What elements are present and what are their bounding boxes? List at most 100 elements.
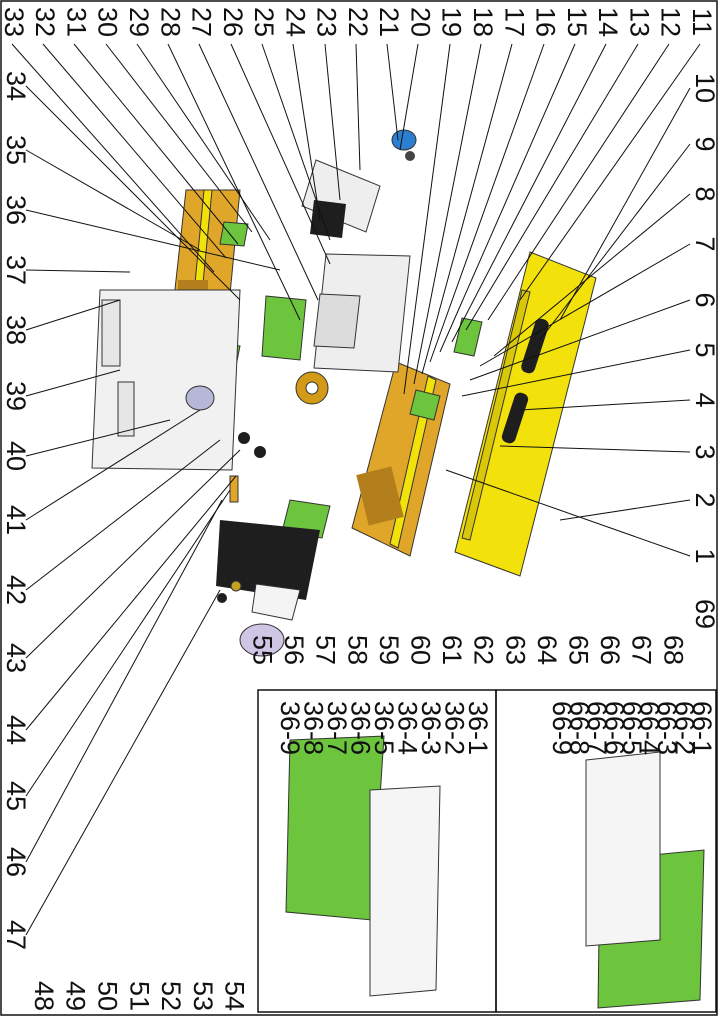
part-label-36-5: 36-5 bbox=[369, 701, 399, 755]
part-label-66-7: 66-7 bbox=[582, 701, 612, 755]
part-label-58: 58 bbox=[342, 635, 372, 665]
leader-line-38 bbox=[25, 299, 121, 331]
part-label-37: 37 bbox=[1, 255, 31, 285]
leader-line-34 bbox=[25, 85, 241, 301]
rail-part-1 bbox=[101, 299, 121, 367]
vent-grille-front bbox=[356, 466, 404, 526]
leader-line-31 bbox=[499, 445, 691, 453]
part-label-7: 7 bbox=[690, 236, 718, 251]
leader-line-17 bbox=[198, 43, 319, 301]
cable-part bbox=[229, 475, 239, 503]
blue-fitting-nut bbox=[405, 151, 415, 161]
part-label-36-7: 36-7 bbox=[322, 701, 352, 755]
leader-line-39 bbox=[25, 369, 121, 397]
inset36-board-part bbox=[285, 735, 385, 921]
right-cover-edge bbox=[461, 289, 531, 541]
leader-line-47 bbox=[25, 589, 221, 936]
part-label-66-3: 66-3 bbox=[652, 701, 682, 755]
part-label-38: 38 bbox=[1, 315, 31, 345]
leader-lines bbox=[11, 43, 701, 936]
part-label-64: 64 bbox=[532, 635, 562, 665]
part-label-36: 36 bbox=[1, 195, 31, 225]
part-label-69: 69 bbox=[690, 599, 718, 629]
part-label-21: 21 bbox=[374, 7, 404, 37]
part-label-36-6: 36-6 bbox=[345, 701, 375, 755]
heatsink-part-top bbox=[301, 159, 381, 233]
part-label-9: 9 bbox=[690, 136, 718, 151]
part-label-36-1: 36-1 bbox=[463, 701, 493, 755]
inset66-module-part bbox=[585, 751, 661, 947]
leader-line-12 bbox=[355, 43, 361, 171]
fan-shroud-part bbox=[216, 520, 320, 600]
part-label-1: 1 bbox=[690, 548, 718, 563]
leader-line-33 bbox=[445, 469, 691, 557]
part-label-29: 29 bbox=[124, 7, 154, 37]
part-label-66-8: 66-8 bbox=[564, 701, 594, 755]
handle-part-bottom bbox=[501, 392, 529, 444]
rail-part-2 bbox=[117, 381, 135, 437]
part-label-66-6: 66-6 bbox=[599, 701, 629, 755]
leader-line-9 bbox=[403, 43, 451, 395]
leader-line-7 bbox=[421, 43, 513, 375]
leader-line-20 bbox=[105, 43, 253, 233]
leader-line-11 bbox=[386, 43, 399, 141]
parts-layer bbox=[91, 129, 705, 1009]
part-label-56: 56 bbox=[279, 635, 309, 665]
part-label-12: 12 bbox=[656, 7, 686, 37]
part-label-48: 48 bbox=[29, 981, 59, 1011]
leader-line-5 bbox=[439, 43, 576, 353]
part-label-63: 63 bbox=[500, 635, 530, 665]
part-label-49: 49 bbox=[61, 981, 91, 1011]
part-label-59: 59 bbox=[374, 635, 404, 665]
part-number-labels: 1112131415161718192021222324252627282930… bbox=[0, 7, 718, 1011]
leader-line-14 bbox=[292, 43, 321, 221]
leader-line-32 bbox=[559, 499, 691, 521]
part-label-47: 47 bbox=[1, 920, 31, 950]
leader-line-23 bbox=[11, 43, 215, 273]
part-label-54: 54 bbox=[220, 981, 250, 1011]
fan-guard-part bbox=[239, 623, 285, 657]
part-label-11: 11 bbox=[687, 8, 717, 36]
part-label-24: 24 bbox=[280, 7, 310, 37]
knob-part-2 bbox=[254, 446, 266, 458]
leader-line-22 bbox=[42, 43, 227, 259]
part-label-66-5: 66-5 bbox=[617, 701, 647, 755]
green-board-main bbox=[261, 295, 307, 361]
toroid-coil-hole bbox=[305, 381, 319, 395]
part-label-41: 41 bbox=[1, 505, 31, 535]
leader-line-3 bbox=[465, 43, 639, 331]
mount-plate-part bbox=[251, 583, 301, 621]
part-label-52: 52 bbox=[156, 981, 186, 1011]
part-label-43: 43 bbox=[1, 643, 31, 673]
blue-fitting-part bbox=[391, 129, 417, 151]
part-label-30: 30 bbox=[93, 7, 123, 37]
green-board-mid bbox=[409, 389, 441, 421]
part-label-6: 6 bbox=[690, 292, 718, 307]
part-label-36-8: 36-8 bbox=[298, 701, 328, 755]
part-label-20: 20 bbox=[405, 7, 435, 37]
leader-line-40 bbox=[25, 419, 171, 457]
part-label-36-3: 36-3 bbox=[416, 701, 446, 755]
leader-line-36 bbox=[25, 209, 281, 271]
part-label-65: 65 bbox=[563, 635, 593, 665]
part-label-5: 5 bbox=[690, 342, 718, 357]
leader-line-44 bbox=[25, 475, 237, 731]
part-label-57: 57 bbox=[311, 635, 341, 665]
inset-frame-66 bbox=[495, 689, 717, 1013]
leader-line-25 bbox=[539, 143, 691, 341]
leader-line-30 bbox=[519, 399, 691, 411]
leader-line-21 bbox=[73, 43, 239, 245]
part-label-40: 40 bbox=[1, 441, 31, 471]
part-label-23: 23 bbox=[312, 7, 342, 37]
heatsink-part-mid bbox=[313, 293, 361, 349]
leader-line-27 bbox=[479, 243, 691, 367]
connector-part-2 bbox=[230, 580, 242, 592]
part-label-45: 45 bbox=[1, 781, 31, 811]
part-label-17: 17 bbox=[499, 7, 529, 37]
leader-line-46 bbox=[25, 499, 223, 863]
leader-line-2 bbox=[487, 43, 670, 321]
leader-line-35 bbox=[25, 149, 201, 251]
leader-line-4 bbox=[451, 43, 607, 343]
part-label-32: 32 bbox=[30, 7, 60, 37]
part-label-66-9: 66-9 bbox=[547, 701, 577, 755]
